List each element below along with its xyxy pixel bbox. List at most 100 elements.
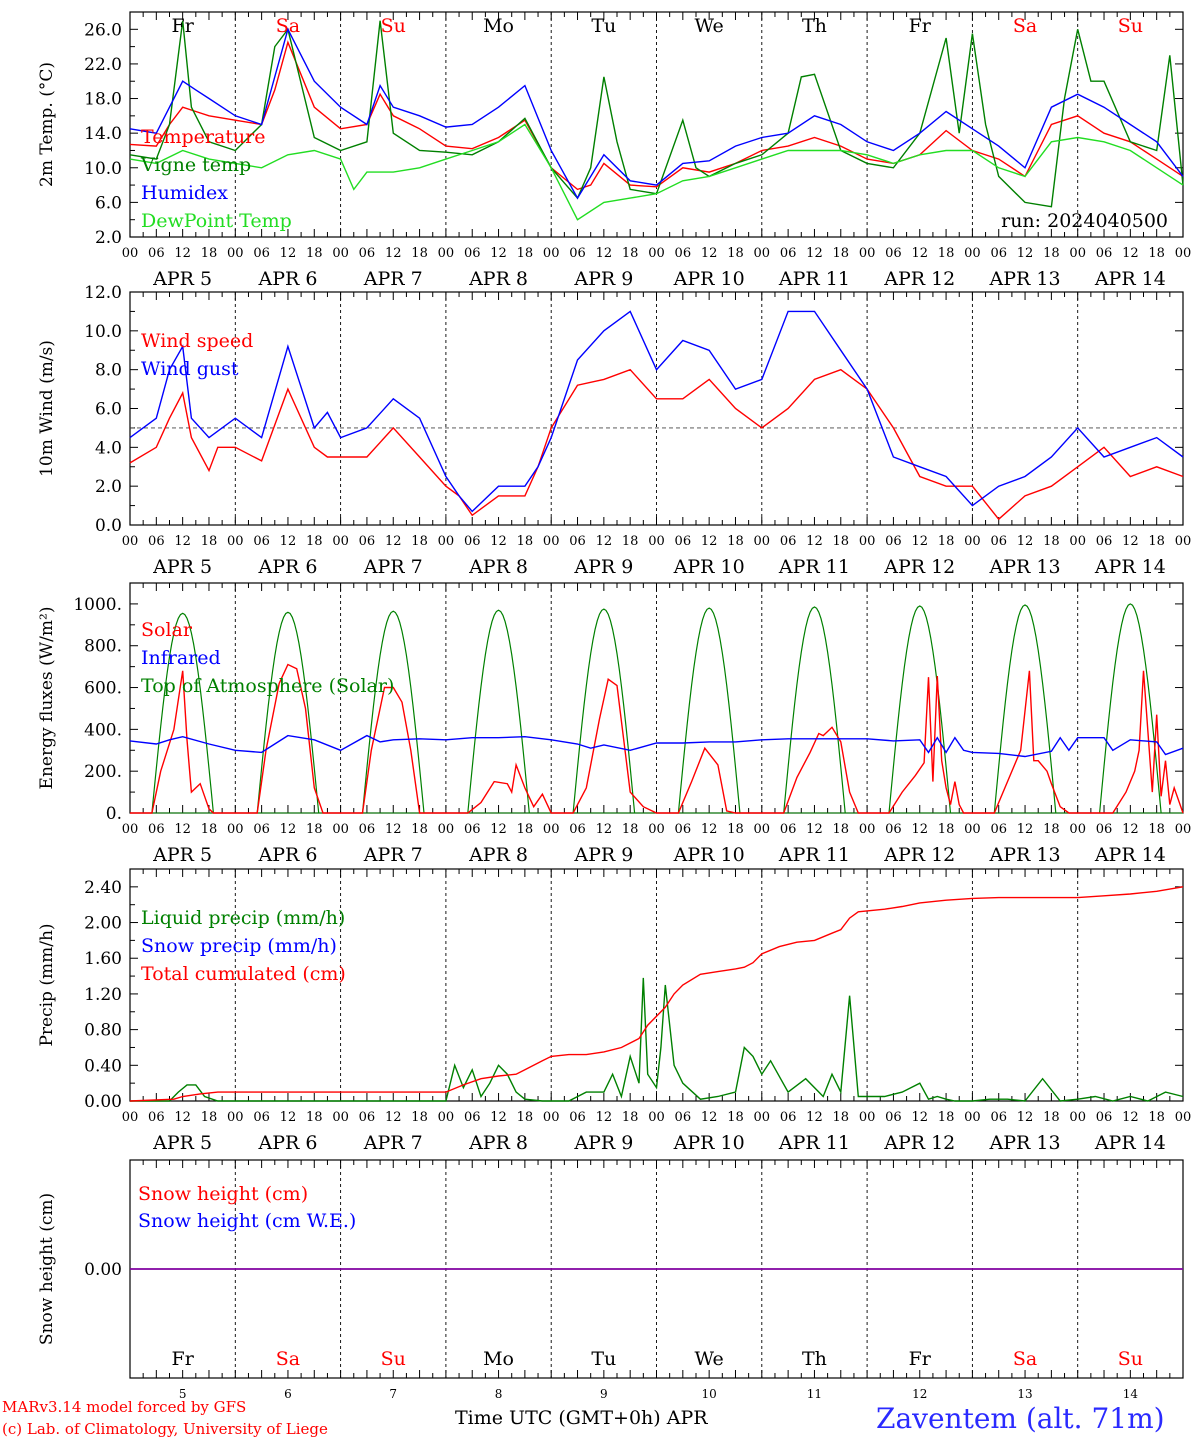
hour-tick-label: 18: [201, 822, 218, 837]
hour-tick-label: 18: [306, 534, 323, 549]
date-label: APR 5: [152, 556, 212, 578]
date-label: APR 14: [1094, 844, 1166, 866]
hour-tick-label: 12: [174, 246, 191, 261]
hour-tick-label: 12: [1017, 534, 1034, 549]
hour-tick-label: 00: [227, 822, 244, 837]
hour-tick-label: 18: [306, 1110, 323, 1125]
date-label: APR 8: [468, 556, 528, 578]
hour-tick-label: 18: [1148, 246, 1165, 261]
date-label: APR 12: [883, 844, 955, 866]
date-label: APR 8: [468, 844, 528, 866]
series-line-wind-speed: [129, 368, 1184, 521]
hour-tick-label: 12: [806, 1110, 823, 1125]
date-label: APR 5: [152, 268, 212, 290]
toa-solar-curve: [993, 604, 1057, 814]
hour-tick-label: 00: [859, 534, 876, 549]
panel-precip: 0.00 0.40 0.80 1.20 1.60 2.00 2.40 Precip (mm/h…: [37, 868, 1191, 1154]
panels: 2.0 6.0 10.0 14.0 18.0 22.0 26.0 2m Temp. (°C) T…: [37, 11, 1191, 1401]
legend-entry: Total cumulated (cm): [141, 963, 346, 985]
hour-tick-label: 06: [359, 822, 376, 837]
hour-tick-label: 06: [569, 534, 586, 549]
date-label: APR 14: [1094, 268, 1166, 290]
hour-tick-label: 00: [122, 822, 139, 837]
hour-tick-label: 18: [622, 1110, 639, 1125]
day-of-week-label: Sa: [1013, 15, 1037, 37]
date-label: APR 14: [1094, 556, 1166, 578]
hour-tick-label: 00: [964, 822, 981, 837]
run-annotation: run: 2024040500: [1001, 210, 1168, 232]
hour-tick-label: 06: [885, 534, 902, 549]
day-number-label: 6: [284, 1387, 292, 1401]
legend-entry: Top of Atmosphere (Solar): [141, 675, 394, 697]
hour-tick-label: 12: [385, 1110, 402, 1125]
series-line-humidex: [129, 27, 1184, 200]
date-label: APR 7: [363, 556, 423, 578]
hour-tick-label: 12: [806, 246, 823, 261]
hour-tick-label: 06: [990, 822, 1007, 837]
y-tick-label: 400.: [84, 720, 122, 740]
hour-tick-label: 06: [253, 822, 270, 837]
date-label: APR 10: [673, 844, 745, 866]
hour-tick-label: 12: [701, 1110, 718, 1125]
day-number-label: 8: [495, 1387, 503, 1401]
hour-tick-label: 06: [780, 534, 797, 549]
hour-tick-label: 06: [148, 1110, 165, 1125]
hour-tick-label: 12: [596, 534, 613, 549]
toa-solar-curve: [677, 607, 741, 814]
day-of-week-label: Fr: [909, 1348, 932, 1370]
hour-tick-label: 06: [885, 1110, 902, 1125]
date-label: APR 7: [363, 844, 423, 866]
hour-tick-label: 00: [754, 534, 771, 549]
hour-tick-label: 18: [1148, 822, 1165, 837]
hour-tick-label: 18: [833, 534, 850, 549]
y-axis-title: Energy fluxes (W/m²): [37, 607, 57, 790]
date-label: APR 8: [468, 1132, 528, 1154]
legend-entry: Temperature: [141, 126, 265, 148]
hour-tick-label: 06: [569, 822, 586, 837]
hour-tick-label: 00: [754, 822, 771, 837]
hour-tick-label: 00: [332, 246, 349, 261]
hour-tick-label: 06: [885, 822, 902, 837]
legend-entry: Liquid precip (mm/h): [141, 907, 345, 929]
hour-tick-label: 12: [385, 246, 402, 261]
date-label: APR 8: [468, 268, 528, 290]
day-of-week-label: Tu: [591, 1348, 616, 1370]
hour-tick-label: 12: [1122, 534, 1139, 549]
hour-tick-label: 06: [569, 246, 586, 261]
y-tick-label: 10.0: [84, 322, 122, 342]
y-axis-title: Snow height (cm): [37, 1193, 57, 1345]
hour-tick-label: 00: [1069, 246, 1086, 261]
hour-tick-label: 12: [280, 534, 297, 549]
legend-entry: Snow height (cm): [138, 1183, 308, 1205]
hour-tick-label: 00: [227, 246, 244, 261]
hour-tick-label: 12: [490, 246, 507, 261]
toa-solar-curve: [361, 610, 425, 814]
panel-temp: 2.0 6.0 10.0 14.0 18.0 22.0 26.0 2m Temp. (°C) T…: [37, 11, 1191, 290]
hour-tick-label: 00: [1069, 534, 1086, 549]
hour-tick-label: 06: [675, 822, 692, 837]
hour-tick-label: 00: [122, 246, 139, 261]
date-label: APR 7: [363, 1132, 423, 1154]
hour-tick-label: 18: [727, 1110, 744, 1125]
series-line-solar: [130, 663, 1184, 814]
date-label: APR 13: [989, 1132, 1061, 1154]
hour-tick-label: 06: [780, 1110, 797, 1125]
hour-tick-label: 00: [964, 246, 981, 261]
hour-tick-label: 00: [964, 1110, 981, 1125]
hour-tick-label: 06: [1096, 246, 1113, 261]
legend-entry: Snow precip (mm/h): [141, 935, 337, 957]
hour-tick-label: 18: [727, 534, 744, 549]
hour-tick-label: 00: [754, 1110, 771, 1125]
hour-tick-label: 00: [754, 246, 771, 261]
hour-tick-label: 12: [701, 534, 718, 549]
day-of-week-label: We: [695, 15, 724, 37]
day-of-week-label: Su: [381, 15, 406, 37]
hour-tick-label: 18: [938, 1110, 955, 1125]
day-of-week-label: Th: [802, 15, 827, 37]
y-tick-label: 1.60: [84, 949, 122, 969]
hour-tick-label: 18: [201, 534, 218, 549]
hour-tick-label: 12: [1017, 1110, 1034, 1125]
hour-tick-label: 18: [938, 822, 955, 837]
hour-tick-label: 12: [385, 534, 402, 549]
legend-entry: DewPoint Temp: [141, 210, 292, 232]
